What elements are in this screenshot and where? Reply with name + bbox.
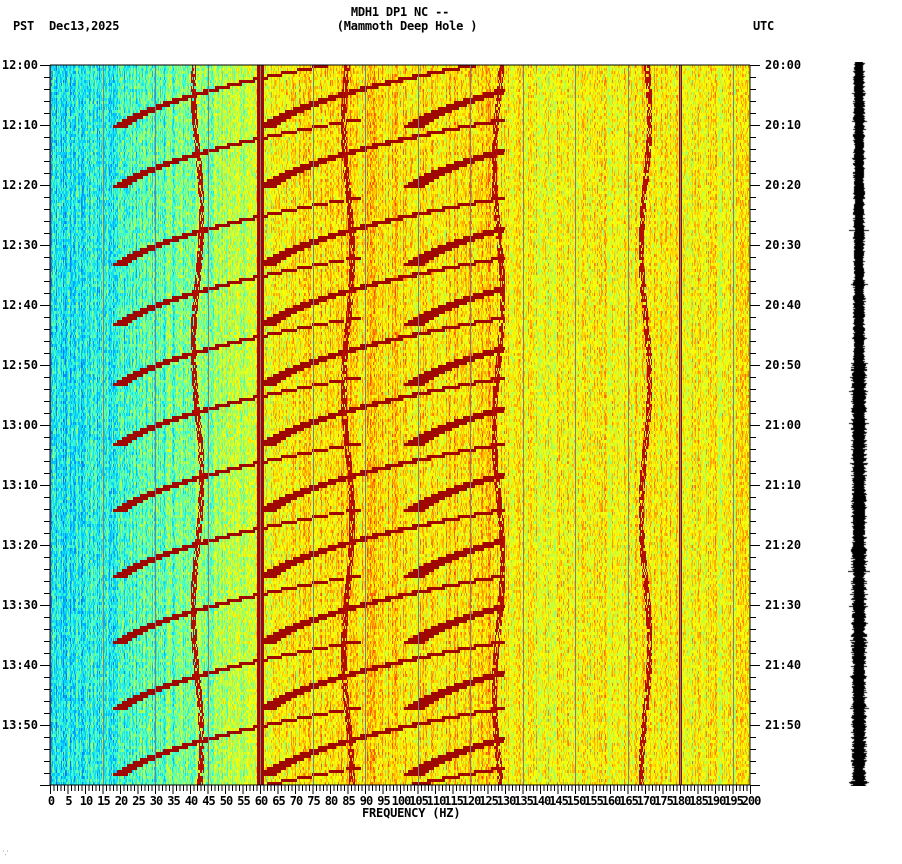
x-tick: 0 — [47, 794, 55, 808]
x-tick: 50 — [219, 794, 233, 808]
y-tick-left: 13:40 — [1, 658, 38, 672]
x-tick: 155 — [584, 794, 604, 808]
x-tick: 70 — [289, 794, 303, 808]
y-tick-left: 12:00 — [1, 58, 38, 72]
x-tick: 15 — [97, 794, 110, 808]
x-tick: 20 — [114, 794, 128, 808]
x-tick: 160 — [601, 794, 622, 808]
x-tick: 140 — [531, 794, 552, 808]
seismogram-waveform — [848, 62, 870, 786]
x-tick: 90 — [359, 794, 373, 808]
date-label: Dec13,2025 — [49, 19, 120, 33]
y-tick-right: 21:50 — [765, 718, 802, 732]
x-tick: 135 — [514, 794, 534, 808]
y-tick-left: 13:50 — [1, 718, 38, 732]
y-tick-right: 21:10 — [765, 478, 802, 492]
y-tick-left: 13:30 — [1, 598, 38, 612]
x-tick: 145 — [549, 794, 569, 808]
x-tick: 5 — [65, 794, 72, 808]
y-tick-right: 21:00 — [765, 418, 802, 432]
y-tick-right: 20:30 — [765, 238, 802, 252]
y-tick-right: 21:20 — [765, 538, 802, 552]
station-location: (Mammoth Deep Hole ) — [336, 19, 478, 33]
x-tick: 75 — [307, 794, 320, 808]
x-tick: 190 — [706, 794, 727, 808]
y-tick-left: 12:10 — [1, 118, 38, 132]
right-timezone-label: UTC — [753, 19, 775, 33]
x-tick: 35 — [167, 794, 180, 808]
y-tick-left: 12:20 — [1, 178, 38, 192]
x-tick: 85 — [342, 794, 355, 808]
station-title: MDH1 DP1 NC -- — [350, 5, 450, 19]
y-tick-right: 20:40 — [765, 298, 802, 312]
x-tick: 130 — [496, 794, 517, 808]
spectrogram-plot — [50, 65, 750, 785]
x-tick: 120 — [461, 794, 482, 808]
x-tick: 180 — [671, 794, 692, 808]
x-tick: 185 — [689, 794, 709, 808]
x-tick: 40 — [184, 794, 198, 808]
y-tick-left: 13:20 — [1, 538, 38, 552]
x-tick: 65 — [272, 794, 285, 808]
x-tick: 165 — [619, 794, 639, 808]
x-tick: 105 — [409, 794, 429, 808]
x-tick: 150 — [566, 794, 587, 808]
y-tick-left: 12:30 — [1, 238, 38, 252]
y-tick-left: 12:50 — [1, 358, 38, 372]
x-tick: 10 — [79, 794, 93, 808]
x-tick: 175 — [654, 794, 674, 808]
x-tick: 55 — [237, 794, 250, 808]
x-tick: 195 — [724, 794, 744, 808]
spectrogram-heatmap — [50, 65, 750, 785]
x-tick: 100 — [391, 794, 412, 808]
x-tick: 200 — [741, 794, 762, 808]
x-tick: 25 — [132, 794, 145, 808]
x-tick: 30 — [149, 794, 163, 808]
x-tick: 60 — [254, 794, 268, 808]
y-tick-right: 21:40 — [765, 658, 802, 672]
x-tick: 45 — [202, 794, 215, 808]
x-tick: 115 — [444, 794, 464, 808]
left-timezone-label: PST — [13, 19, 35, 33]
y-tick-right: 21:30 — [765, 598, 802, 612]
x-tick: 95 — [377, 794, 390, 808]
y-tick-right: 20:20 — [765, 178, 802, 192]
x-tick: 125 — [479, 794, 499, 808]
y-tick-left: 13:10 — [1, 478, 38, 492]
y-tick-left: 12:40 — [1, 298, 38, 312]
x-tick: 110 — [426, 794, 447, 808]
y-tick-right: 20:10 — [765, 118, 802, 132]
x-tick: 80 — [324, 794, 338, 808]
x-axis-title: FREQUENCY (HZ) — [362, 806, 461, 820]
y-tick-right: 20:50 — [765, 358, 802, 372]
y-tick-right: 20:00 — [765, 58, 802, 72]
corner-mark: ⸪ — [3, 850, 8, 857]
x-tick: 170 — [636, 794, 657, 808]
y-tick-left: 13:00 — [1, 418, 38, 432]
